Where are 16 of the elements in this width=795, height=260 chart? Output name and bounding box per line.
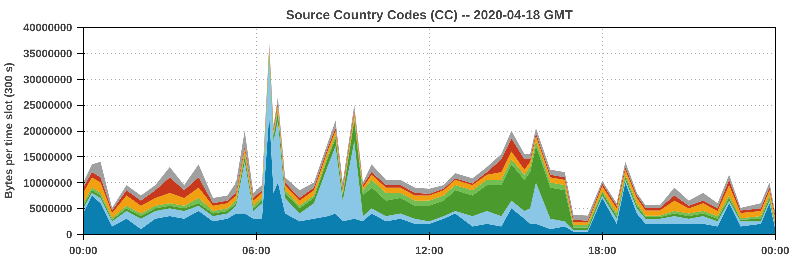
y-tick-label: 35000000 [24, 48, 73, 60]
y-tick-label: 25000000 [24, 100, 73, 112]
x-tick-label: 00:00 [761, 246, 790, 258]
x-tick-label: 18:00 [588, 246, 617, 258]
y-tick-label: 5000000 [30, 204, 73, 216]
y-tick-label: 30000000 [24, 74, 73, 86]
y-axis-title: Bytes per time slot (300 s) [4, 62, 16, 200]
x-tick-label: 12:00 [415, 246, 444, 258]
y-tick-label: 20000000 [24, 126, 73, 138]
x-tick-label: 06:00 [242, 246, 271, 258]
x-tick-label: 00:00 [69, 246, 98, 258]
chart-title: Source Country Codes (CC) -- 2020-04-18 GMT [286, 8, 573, 22]
y-tick-label: 10000000 [24, 178, 73, 190]
y-tick-label: 40000000 [24, 22, 73, 34]
y-tick-label: 15000000 [24, 152, 73, 164]
y-tick-label: 0 [66, 230, 73, 242]
